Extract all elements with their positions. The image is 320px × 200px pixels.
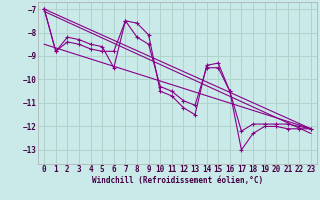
X-axis label: Windchill (Refroidissement éolien,°C): Windchill (Refroidissement éolien,°C) <box>92 176 263 185</box>
